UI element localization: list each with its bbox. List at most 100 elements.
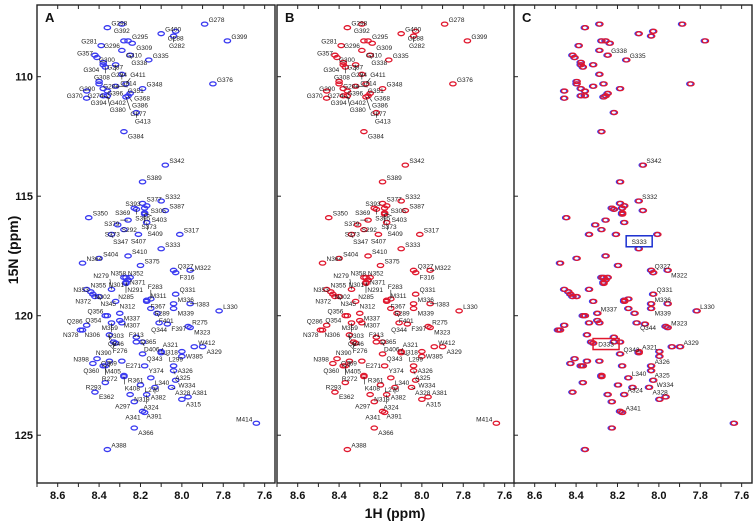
peak-red xyxy=(335,81,343,87)
peak-red xyxy=(585,320,594,326)
leader-line xyxy=(367,95,373,102)
peak-blue xyxy=(155,320,163,326)
peak-label: N302 xyxy=(335,294,351,301)
peak-red xyxy=(571,356,579,362)
peak-red xyxy=(581,93,590,99)
peak-label: S389 xyxy=(387,175,403,182)
peak-blue xyxy=(175,231,184,238)
peak-label: A328 xyxy=(415,390,431,397)
peak-label: M359 xyxy=(342,325,359,332)
peak-red xyxy=(678,21,687,27)
peak-label: F401 xyxy=(399,318,414,325)
peak-blue xyxy=(167,384,176,391)
peak-label: G394 xyxy=(91,100,107,107)
peak-red xyxy=(602,217,610,223)
leader-line xyxy=(400,347,404,352)
peak-label: Q356 xyxy=(327,309,343,316)
peak-red xyxy=(647,368,656,374)
peak-label: R293 xyxy=(86,385,102,392)
peak-blue xyxy=(138,86,147,92)
peak-red xyxy=(573,255,581,261)
peak-label: Q365 xyxy=(140,339,156,346)
peak-label: S347 xyxy=(353,239,369,246)
leader-line xyxy=(352,343,356,350)
peak-red xyxy=(608,425,617,431)
peak-label: G335 xyxy=(630,53,646,60)
peak-red xyxy=(569,389,577,395)
peak-label: N364 xyxy=(87,256,103,263)
peak-red xyxy=(583,358,592,364)
peak-blue xyxy=(99,93,108,99)
peak-label: F283 xyxy=(148,284,163,291)
peak-label: M339 xyxy=(178,311,195,318)
peak-label: A341 xyxy=(125,414,141,421)
peak-label: G290 xyxy=(319,86,335,93)
peak-blue xyxy=(124,253,132,259)
peak-red xyxy=(370,399,379,405)
peak-red xyxy=(591,222,600,228)
peak-red xyxy=(596,358,604,364)
peak-label: S404 xyxy=(103,251,119,258)
peak-label: S350 xyxy=(333,211,349,218)
leader-line xyxy=(125,77,131,85)
peak-blue xyxy=(190,344,199,350)
peak-blue xyxy=(113,222,122,228)
peak-red xyxy=(397,246,406,252)
x-tick-label: 7.6 xyxy=(497,490,512,502)
peak-red xyxy=(409,301,418,307)
peak-red xyxy=(395,320,403,326)
leader-line xyxy=(144,212,152,217)
peak-blue xyxy=(184,323,192,330)
peak-label: A329 xyxy=(684,340,700,347)
peak-label: F276 xyxy=(353,348,368,355)
peak-red xyxy=(598,129,606,135)
peak-label: Q344 xyxy=(640,325,656,332)
peak-label: G351 xyxy=(368,88,384,95)
peak-red xyxy=(624,375,633,381)
peak-label: N364 xyxy=(327,256,343,263)
peak-red xyxy=(492,420,501,426)
peak-label: K408 xyxy=(365,385,381,392)
peak-red xyxy=(656,396,664,403)
peak-red xyxy=(440,21,449,27)
peak-label: F397 xyxy=(171,326,186,333)
peak-red xyxy=(596,71,604,77)
leader-line xyxy=(415,379,419,382)
peak-red xyxy=(598,373,606,380)
leader-line xyxy=(349,279,352,290)
peak-label: A366 xyxy=(138,430,154,437)
peak-blue xyxy=(223,38,232,44)
peak-blue xyxy=(200,21,209,27)
peak-red xyxy=(577,93,586,99)
peak-label: N378 xyxy=(303,332,319,339)
leader-line xyxy=(384,212,392,217)
peak-label: S317 xyxy=(184,227,200,234)
peak-label: N390 xyxy=(96,350,112,357)
peak-label: M337 xyxy=(601,306,618,313)
peak-red xyxy=(600,81,608,87)
peak-red xyxy=(602,93,610,99)
peak-label: G376 xyxy=(217,77,233,84)
peak-red xyxy=(598,227,606,233)
peak-blue xyxy=(93,54,101,61)
peak-red xyxy=(664,267,672,273)
peak-red xyxy=(633,320,641,326)
peak-red xyxy=(664,301,672,307)
peak-red xyxy=(687,81,695,87)
peak-red xyxy=(653,231,662,238)
peak-label: M414 xyxy=(476,416,493,423)
peak-red xyxy=(649,28,658,34)
peak-red xyxy=(401,207,410,214)
peak-red xyxy=(664,324,672,331)
peak-label: N358 xyxy=(351,270,367,277)
peak-label: A326 xyxy=(655,359,671,366)
peak-label: N279 xyxy=(333,273,349,280)
peak-red xyxy=(620,219,629,226)
peak-red xyxy=(358,358,366,364)
peak-red xyxy=(614,262,623,269)
peak-label: G294 xyxy=(351,72,367,79)
peak-red xyxy=(598,38,606,44)
peak-label: F313 xyxy=(129,332,144,339)
